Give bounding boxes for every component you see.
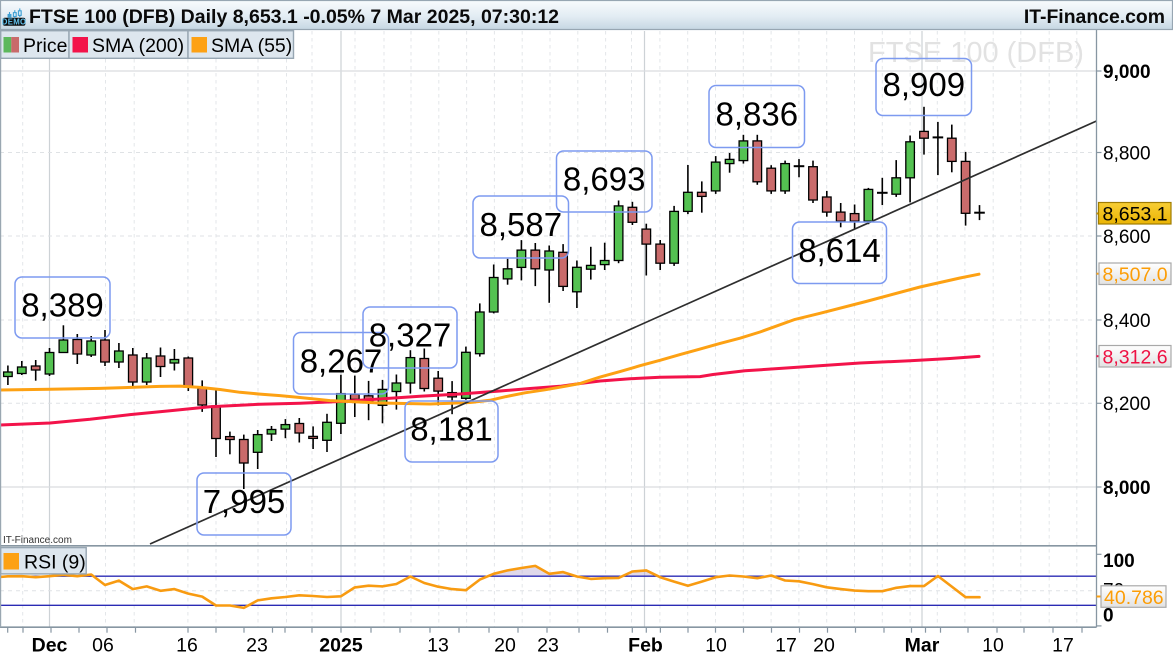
svg-text:8,836: 8,836 [716, 96, 799, 133]
svg-text:10: 10 [982, 635, 1004, 657]
svg-text:20: 20 [494, 635, 516, 657]
svg-text:8,181: 8,181 [410, 411, 493, 448]
svg-text:100: 100 [1103, 551, 1135, 572]
svg-text:06: 06 [92, 635, 114, 657]
svg-text:DEMO: DEMO [2, 18, 27, 27]
svg-text:17: 17 [1052, 635, 1074, 657]
svg-text:Mar: Mar [905, 635, 940, 657]
svg-text:7,995: 7,995 [203, 483, 286, 520]
svg-text:8,507.0: 8,507.0 [1103, 264, 1168, 286]
svg-text:9,000: 9,000 [1103, 62, 1151, 83]
svg-text:8,800: 8,800 [1103, 143, 1151, 164]
svg-text:10: 10 [705, 635, 727, 657]
svg-text:FTSE 100 (DFB): FTSE 100 (DFB) [868, 37, 1084, 69]
svg-text:IT-Finance.com: IT-Finance.com [1024, 6, 1165, 28]
svg-text:23: 23 [537, 635, 559, 657]
svg-text:0: 0 [1103, 606, 1114, 627]
svg-text:8,000: 8,000 [1103, 478, 1151, 499]
svg-text:8,200: 8,200 [1103, 394, 1151, 415]
svg-text:13: 13 [427, 635, 449, 657]
svg-text:40.786: 40.786 [1104, 587, 1164, 609]
svg-text:16: 16 [176, 635, 198, 657]
svg-text:8,693: 8,693 [563, 161, 646, 198]
svg-text:8,587: 8,587 [480, 206, 563, 243]
svg-text:Price: Price [23, 35, 67, 57]
svg-text:8,600: 8,600 [1103, 227, 1151, 248]
svg-text:8,312.6: 8,312.6 [1103, 347, 1168, 369]
svg-text:8,327: 8,327 [369, 317, 452, 354]
svg-text:23: 23 [246, 635, 268, 657]
svg-text:8,267: 8,267 [300, 342, 383, 379]
svg-text:8,653.1: 8,653.1 [1103, 204, 1168, 226]
svg-text:8,909: 8,909 [883, 66, 966, 103]
svg-text:8,614: 8,614 [798, 232, 881, 269]
svg-text:8,400: 8,400 [1103, 311, 1151, 332]
svg-text:SMA (200): SMA (200) [92, 35, 184, 57]
svg-text:RSI (9): RSI (9) [24, 552, 86, 574]
svg-text:17: 17 [775, 635, 797, 657]
svg-text:Dec: Dec [32, 635, 68, 657]
svg-text:2025: 2025 [319, 635, 363, 657]
svg-text:Feb: Feb [628, 635, 663, 657]
svg-text:FTSE 100 (DFB) Daily 8,653.1 -: FTSE 100 (DFB) Daily 8,653.1 -0.05% 7 Ma… [29, 6, 559, 28]
svg-text:8,389: 8,389 [21, 287, 104, 324]
svg-text:20: 20 [813, 635, 835, 657]
svg-text:SMA (55): SMA (55) [211, 35, 292, 57]
svg-text:IT-Finance.com: IT-Finance.com [3, 535, 72, 546]
